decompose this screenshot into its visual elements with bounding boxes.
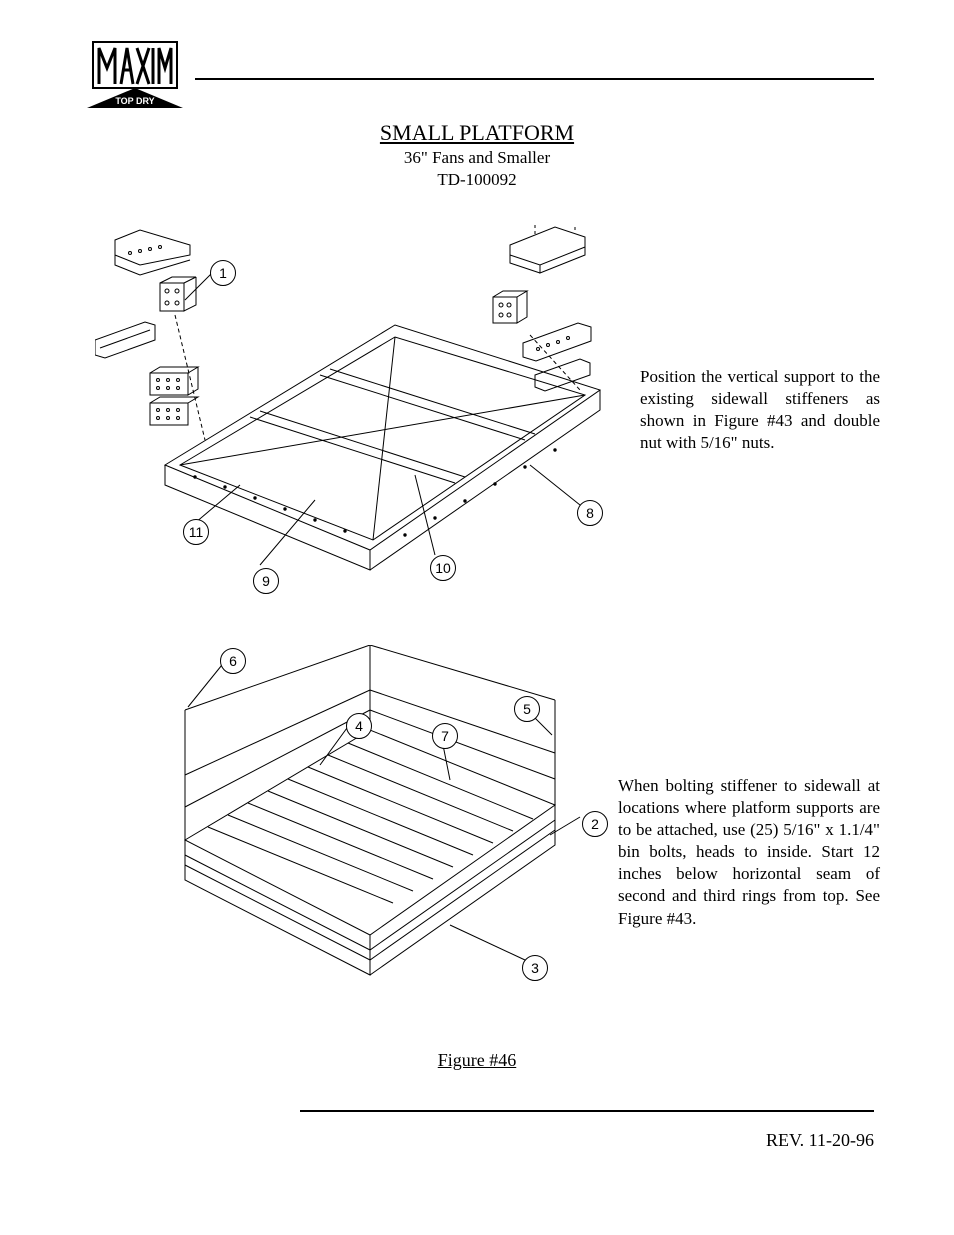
callout-8: 8 [577, 500, 603, 526]
svg-text:TOP DRY: TOP DRY [115, 96, 154, 106]
callout-7: 7 [432, 723, 458, 749]
callout-10: 10 [430, 555, 456, 581]
instruction-note-1: Position the vertical support to the exi… [640, 366, 880, 454]
title-block: SMALL PLATFORM 36" Fans and Smaller TD-1… [0, 120, 954, 190]
callout-6: 6 [220, 648, 246, 674]
page-title: SMALL PLATFORM [0, 120, 954, 146]
maxim-logo-icon: TOP DRY [85, 40, 185, 115]
callout-1: 1 [210, 260, 236, 286]
figure-label: Figure #46 [0, 1050, 954, 1071]
diagram-top [95, 225, 605, 605]
revision-date: REV. 11-20-96 [766, 1130, 874, 1151]
footer-rule [300, 1110, 874, 1112]
callout-11: 11 [183, 519, 209, 545]
instruction-note-2: When bolting stiffener to sidewall at lo… [618, 775, 880, 930]
part-number: TD-100092 [0, 170, 954, 190]
diagram-bottom [170, 645, 605, 995]
callout-5: 5 [514, 696, 540, 722]
brand-logo: TOP DRY [85, 40, 185, 115]
callout-4: 4 [346, 713, 372, 739]
page-subtitle-1: 36" Fans and Smaller [0, 148, 954, 168]
header-rule [195, 78, 874, 80]
callout-2: 2 [582, 811, 608, 837]
callout-9: 9 [253, 568, 279, 594]
callout-3: 3 [522, 955, 548, 981]
